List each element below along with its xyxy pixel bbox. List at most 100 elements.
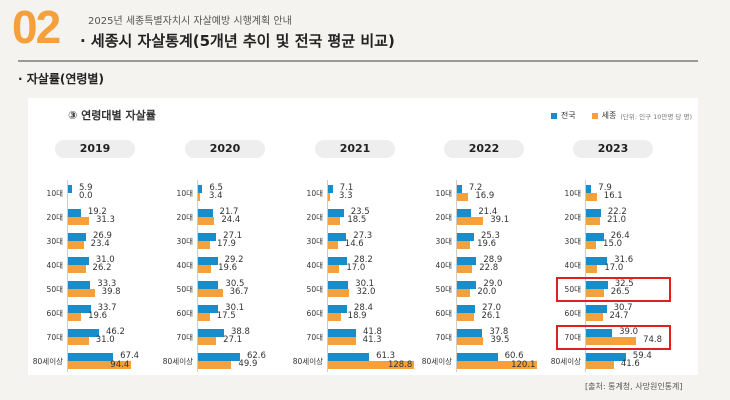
data-label: 27.1	[223, 335, 243, 345]
bar-national	[198, 257, 218, 265]
source-note: [출처: 통계청, 사망원인통계]	[585, 382, 683, 391]
category-label: 60대	[46, 309, 63, 318]
data-label: 30.7	[613, 303, 633, 313]
data-label: 30.5	[225, 279, 245, 289]
data-label: 27.3	[353, 231, 373, 241]
bar-sejong	[457, 361, 538, 369]
data-label: 0.0	[79, 191, 93, 201]
data-label: 23.4	[90, 239, 110, 249]
highlight-box	[556, 277, 671, 302]
data-label: 94.4	[110, 360, 130, 370]
data-label: 20.0	[477, 287, 497, 297]
data-label: 22.2	[607, 207, 627, 217]
category-label: 80세이상	[32, 357, 63, 366]
axis-line	[585, 180, 586, 372]
data-label: 30.1	[355, 279, 375, 289]
year-label: 2022	[444, 140, 524, 158]
category-label: 20대	[435, 213, 452, 222]
bar-national	[586, 233, 604, 241]
data-label: 19.2	[87, 207, 107, 217]
bar-national	[68, 353, 114, 361]
bar-national	[198, 353, 240, 361]
bar-sejong	[68, 313, 82, 321]
bar-sejong	[586, 313, 603, 321]
data-label: 26.2	[92, 263, 112, 273]
bar-sejong	[457, 241, 471, 249]
category-label: 60대	[435, 309, 452, 318]
legend-sejong: 세종	[601, 111, 617, 120]
bar-national	[198, 209, 213, 217]
category-label: 70대	[176, 333, 193, 342]
data-label: 33.7	[97, 303, 117, 313]
bar-national	[586, 329, 613, 337]
bar-national	[198, 281, 219, 289]
bar-sejong	[68, 289, 95, 297]
data-label: 7.9	[598, 183, 612, 193]
bar-national	[457, 233, 474, 241]
bar-national	[198, 329, 224, 337]
page-title: · 세종시 자살통계(5개년 추이 및 전국 평균 비교)	[80, 32, 395, 50]
divider	[18, 60, 698, 62]
category-label: 10대	[435, 189, 452, 198]
data-label: 38.8	[230, 327, 250, 337]
bar-national	[328, 209, 344, 217]
data-label: 120.1	[511, 360, 536, 370]
data-label: 26.9	[93, 231, 112, 241]
data-label: 128.8	[387, 360, 413, 370]
bar-national	[68, 305, 91, 313]
highlight-box	[556, 325, 671, 350]
bar-national	[328, 257, 347, 265]
bar-sejong	[457, 265, 473, 273]
data-label: 21.7	[219, 207, 239, 217]
data-label: 14.6	[344, 239, 364, 249]
bar-national	[328, 329, 356, 337]
bar-national	[586, 209, 601, 217]
data-label: 22.8	[479, 263, 499, 273]
data-label: 3.3	[339, 191, 353, 201]
data-label: 24.7	[609, 311, 629, 321]
bar-sejong	[68, 361, 132, 369]
category-label: 20대	[46, 213, 63, 222]
bar-national	[198, 185, 203, 193]
bar-sejong	[457, 337, 484, 345]
category-label: 50대	[306, 285, 323, 294]
data-label: 41.8	[363, 327, 382, 337]
bar-sejong	[68, 265, 86, 273]
bar-national	[457, 329, 483, 337]
bar-national	[457, 305, 476, 313]
data-label: 21.4	[478, 207, 498, 217]
bar-sejong	[328, 241, 338, 249]
data-label: 24.4	[221, 215, 241, 225]
year-label: 2019	[55, 140, 135, 158]
bar-sejong	[198, 241, 210, 249]
category-label: 40대	[435, 261, 452, 270]
data-label: 19.6	[477, 239, 497, 249]
category-label: 50대	[176, 285, 193, 294]
category-label: 30대	[306, 237, 323, 246]
bar-sejong	[457, 289, 471, 297]
bar-sejong	[586, 241, 597, 249]
bar-national	[198, 233, 217, 241]
bar-sejong	[586, 289, 604, 297]
data-label: 31.3	[95, 215, 115, 225]
legend: 전국 세종 (단위: 인구 10만명 당 명)	[550, 110, 692, 121]
category-label: 20대	[564, 213, 581, 222]
bar-sejong	[68, 217, 89, 225]
category-label: 70대	[564, 333, 581, 342]
bar-sejong	[198, 289, 223, 297]
bar-sejong	[457, 193, 469, 201]
bar-sejong	[328, 265, 340, 273]
legend-swatch-sejong	[591, 112, 598, 119]
data-label: 67.4	[120, 351, 140, 361]
bar-national	[68, 185, 72, 193]
category-label: 60대	[176, 309, 193, 318]
bar-sejong	[68, 241, 84, 249]
bar-sejong	[586, 193, 597, 201]
bar-national	[457, 185, 462, 193]
data-label: 49.9	[238, 359, 258, 369]
bar-national	[68, 209, 81, 217]
data-label: 39.8	[101, 287, 121, 297]
category-label: 80세이상	[162, 357, 193, 366]
data-label: 16.9	[475, 191, 495, 201]
data-label: 27.1	[223, 231, 243, 241]
